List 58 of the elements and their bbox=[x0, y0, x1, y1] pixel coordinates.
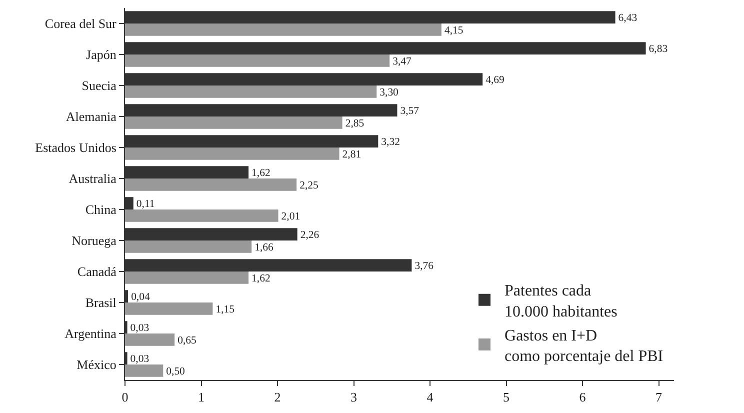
data-label: 1,66 bbox=[254, 241, 274, 254]
bar bbox=[125, 24, 442, 36]
bar bbox=[125, 334, 175, 346]
legend-label: Gastos en I+D como porcentaje del PBI bbox=[504, 327, 664, 366]
legend-label: Patentes cada 10.000 habitantes bbox=[504, 282, 618, 320]
data-label: 0,04 bbox=[131, 291, 150, 304]
data-label: 6,43 bbox=[618, 12, 638, 24]
x-tick-label: 5 bbox=[503, 390, 510, 405]
data-label: 3,76 bbox=[414, 260, 434, 272]
data-label: 0,11 bbox=[136, 198, 155, 210]
data-label: 0,03 bbox=[130, 322, 150, 334]
y-tick-label: Japón bbox=[86, 47, 117, 62]
data-label: 2,01 bbox=[281, 210, 300, 222]
data-label: 6,83 bbox=[648, 43, 668, 56]
data-label: 2,85 bbox=[345, 117, 364, 130]
y-tick-label: Argentina bbox=[64, 326, 117, 342]
data-label: 3,32 bbox=[381, 136, 400, 148]
data-label: 0,50 bbox=[166, 365, 185, 378]
x-tick-label: 4 bbox=[426, 390, 434, 405]
data-label: 2,25 bbox=[300, 179, 318, 192]
x-tick-label: 1 bbox=[198, 390, 204, 405]
bar bbox=[125, 116, 342, 129]
bar bbox=[125, 240, 252, 253]
data-label: 4,69 bbox=[486, 74, 504, 86]
y-tick-label: Brasil bbox=[85, 295, 117, 310]
y-tick-label: Australia bbox=[68, 171, 117, 186]
data-label: 0,65 bbox=[178, 334, 196, 346]
y-tick-label: Suecia bbox=[82, 78, 117, 94]
y-tick-label: Alemania bbox=[66, 109, 117, 124]
y-tick-label: México bbox=[76, 357, 116, 372]
bar bbox=[125, 272, 249, 284]
bar bbox=[125, 302, 213, 315]
y-tick-label: China bbox=[85, 202, 117, 218]
bar bbox=[125, 148, 340, 160]
x-tick-label: 6 bbox=[579, 390, 586, 405]
data-label: 3,30 bbox=[380, 86, 398, 98]
data-label: 3,57 bbox=[400, 105, 420, 118]
data-label: 2,26 bbox=[300, 229, 320, 242]
y-tick-label: Corea del Sur bbox=[44, 16, 118, 32]
bar bbox=[125, 210, 278, 222]
data-label: 2,81 bbox=[342, 148, 362, 160]
bar bbox=[125, 364, 164, 377]
data-label: 1,15 bbox=[216, 303, 234, 316]
x-tick-label: 3 bbox=[350, 390, 357, 405]
x-tick-label: 0 bbox=[122, 390, 128, 405]
data-label: 1,62 bbox=[252, 272, 270, 284]
data-label: 1,62 bbox=[252, 167, 270, 180]
y-tick-label: Canadá bbox=[77, 264, 117, 280]
y-tick-label: Noruega bbox=[72, 233, 117, 248]
y-tick-label: Estados Unidos bbox=[35, 140, 116, 156]
data-label: 0,03 bbox=[130, 353, 150, 366]
x-tick-label: 7 bbox=[656, 390, 662, 405]
bar bbox=[125, 54, 390, 67]
x-tick-label: 2 bbox=[274, 390, 281, 405]
bar bbox=[125, 86, 377, 98]
bar bbox=[125, 178, 297, 191]
data-label: 3,47 bbox=[392, 55, 412, 68]
data-label: 4,15 bbox=[444, 24, 464, 36]
